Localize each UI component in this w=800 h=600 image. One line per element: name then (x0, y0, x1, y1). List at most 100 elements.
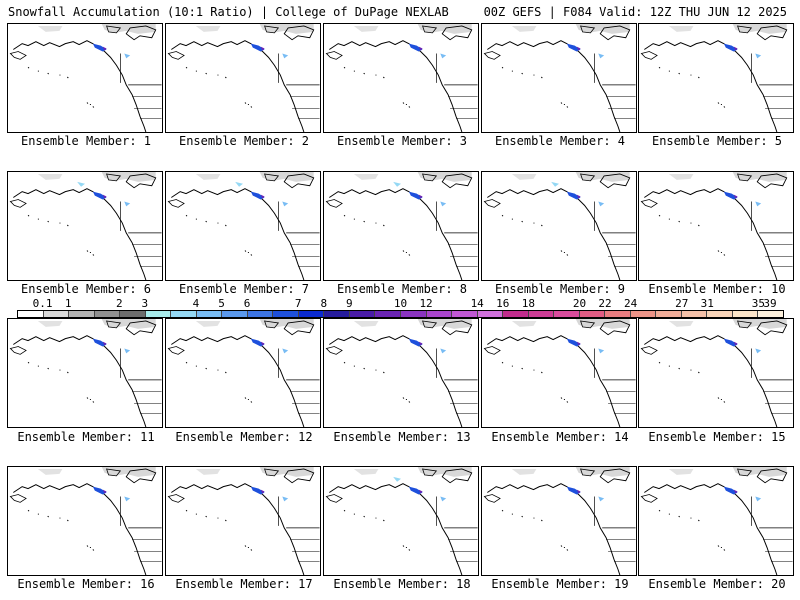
snowfall-alaska-range (92, 191, 107, 200)
ensemble-member-label: Ensemble Member: 4 (494, 134, 626, 148)
snowfall-north-slope (551, 181, 559, 187)
ensemble-map-panel (165, 171, 321, 281)
colorbar-swatch (196, 311, 223, 317)
arctic-island (106, 25, 122, 34)
arctic-islands (441, 173, 473, 189)
snowfall-yukon (440, 53, 447, 59)
snowfall-peak (418, 46, 423, 51)
ensemble-map-panel (481, 318, 637, 428)
coastline (171, 188, 305, 280)
snowfall-alaska-range (408, 338, 423, 347)
colorbar-tick-label: 8 (320, 297, 328, 310)
run-valid-time: 00Z GEFS | F084 Valid: 12Z THU JUN 12 20… (483, 5, 787, 19)
snowfall-yukon (598, 348, 605, 354)
colorbar-tick-label: 35 (751, 297, 766, 310)
ensemble-map-panel (481, 23, 637, 133)
colorbar-swatch (298, 311, 325, 317)
snowfall-alaska-range (723, 338, 738, 347)
aleutian-coast (167, 494, 185, 503)
arctic-island (580, 320, 596, 329)
colorbar-swatch (452, 311, 478, 317)
ensemble-map-panel (323, 23, 479, 133)
snowfall-alaska-range (250, 191, 265, 200)
snowfall-peak (260, 489, 265, 494)
ensemble-map-panel (7, 466, 163, 576)
colorbar-swatch (732, 311, 759, 317)
hawaii-islands (717, 102, 726, 108)
colorbar-tick-label: 9 (346, 297, 353, 310)
colorbar-swatch (324, 311, 350, 317)
colorbar-swatch (554, 311, 580, 317)
arctic-islands (441, 468, 473, 484)
colorbar-tick-label: 16 (496, 297, 510, 310)
snow-cover-siberia (511, 25, 537, 32)
snowfall-peak (576, 489, 581, 494)
hawaii-islands (560, 250, 569, 256)
snowfall-yukon (282, 348, 289, 354)
snow-cover-siberia (353, 173, 379, 180)
state-borders (448, 244, 478, 267)
arctic-islands (125, 25, 157, 41)
ensemble-map-panel (165, 466, 321, 576)
ensemble-member-label: Ensemble Member: 8 (336, 282, 468, 296)
hawaii-islands (244, 397, 253, 403)
snowfall-yukon (124, 348, 131, 354)
snowfall-peak (733, 46, 738, 51)
state-borders (606, 539, 636, 562)
state-borders (763, 391, 793, 414)
ensemble-map-panel (165, 318, 321, 428)
snowfall-yukon (124, 496, 131, 502)
snow-cover-siberia (353, 320, 379, 327)
hawaii-islands (244, 545, 253, 551)
colorbar-swatch (528, 311, 555, 317)
state-borders (606, 96, 636, 119)
arctic-islands (283, 25, 315, 41)
snow-cover-siberia (195, 173, 221, 180)
hawaii-islands (717, 250, 726, 256)
aleutian-coast (640, 346, 658, 355)
snow-cover-siberia (668, 25, 694, 32)
arctic-islands (441, 320, 473, 336)
snow-cover-siberia (195, 320, 221, 327)
aleutian-coast (167, 346, 185, 355)
hawaii-islands (86, 250, 95, 256)
state-borders (763, 244, 793, 267)
arctic-islands (125, 173, 157, 189)
snowfall-north-slope (393, 181, 401, 187)
aleutian-islands (27, 66, 69, 79)
snowfall-yukon (598, 496, 605, 502)
arctic-islands (756, 25, 788, 41)
colorbar-swatch (579, 311, 606, 317)
hawaii-islands (402, 397, 411, 403)
snowfall-peak (418, 341, 423, 346)
coastline (644, 40, 778, 132)
coastline (13, 188, 147, 280)
snowfall-alaska-range (250, 43, 265, 52)
coastline (171, 335, 305, 427)
snow-cover-siberia (511, 173, 537, 180)
colorbar-swatch (707, 311, 733, 317)
snowfall-yukon (124, 201, 131, 207)
ensemble-member-label: Ensemble Member: 14 (491, 430, 629, 444)
colorbar-tick-label: 18 (521, 297, 535, 310)
aleutian-coast (483, 494, 501, 503)
aleutian-islands (343, 66, 385, 79)
arctic-island (737, 173, 753, 182)
snowfall-north-slope (235, 181, 243, 187)
colorbar-tick-label: 7 (294, 297, 302, 310)
snowfall-yukon (440, 348, 447, 354)
snowfall-alaska-range (408, 486, 423, 495)
snowfall-yukon (282, 496, 289, 502)
ensemble-map-panel (638, 318, 794, 428)
snowfall-alaska-range (723, 43, 738, 52)
hawaii-islands (717, 397, 726, 403)
snow-cover-siberia (511, 320, 537, 327)
snow-cover-siberia (195, 25, 221, 32)
ensemble-member-label: Ensemble Member: 7 (178, 282, 310, 296)
coastline (329, 335, 463, 427)
map-title: Snowfall Accumulation (10:1 Ratio) | Col… (8, 5, 449, 19)
snowfall-peak (102, 341, 107, 346)
snowfall-peak (576, 194, 581, 199)
snowfall-peak (418, 194, 423, 199)
ensemble-map-panel (7, 23, 163, 133)
